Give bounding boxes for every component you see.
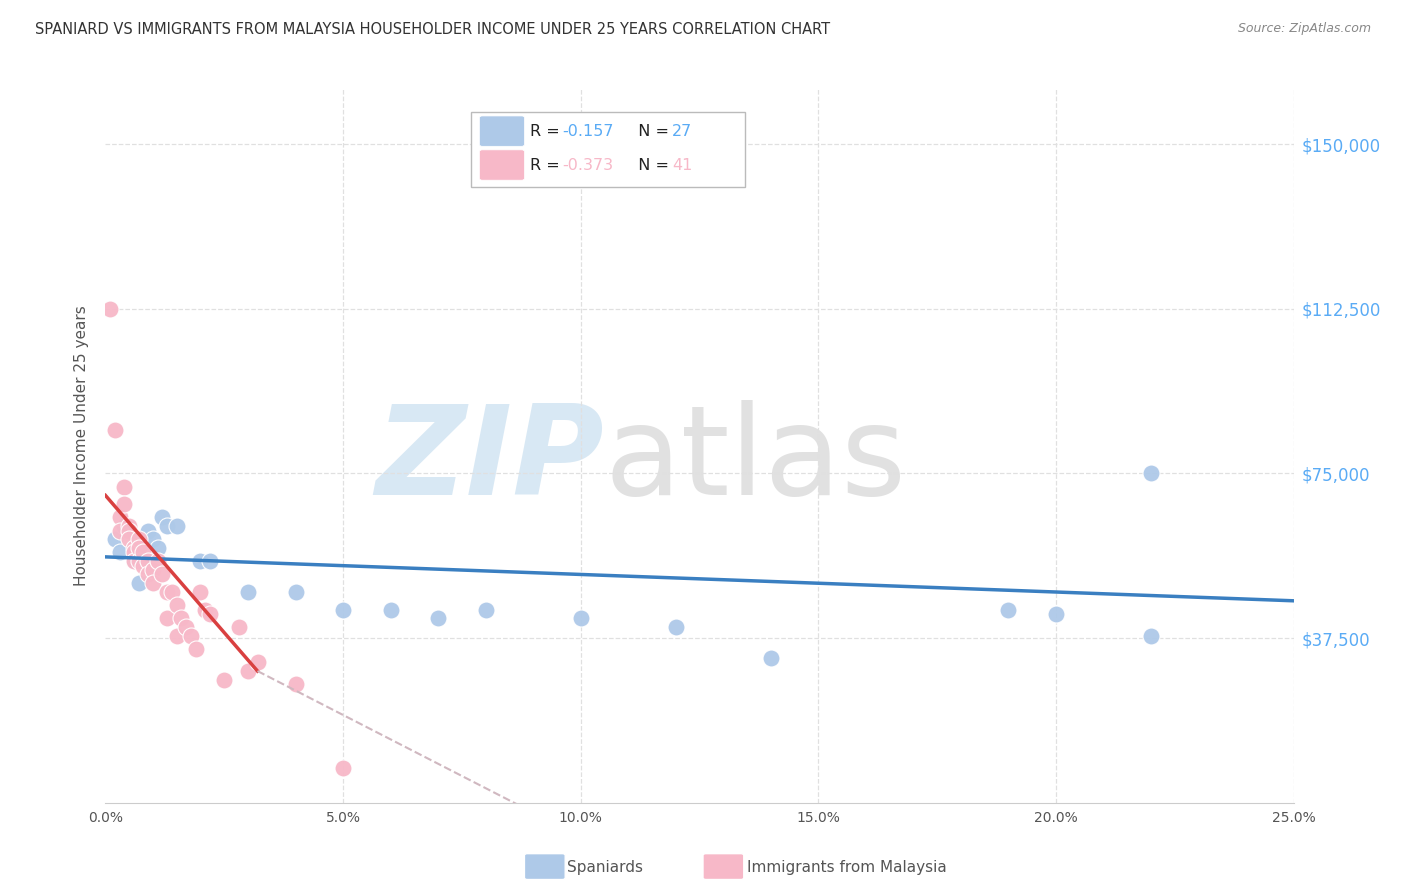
Text: atlas: atlas [605,400,907,521]
Point [246,655,269,669]
Point [190,585,212,599]
Point [152,567,174,582]
Point [198,607,221,621]
Point [184,642,207,657]
Point [108,524,131,538]
Text: -0.373: -0.373 [562,158,613,172]
Point [132,558,155,573]
Point [118,519,141,533]
Text: R =: R = [530,158,565,172]
Point [427,611,450,625]
Point [1045,607,1067,621]
Point [170,611,193,625]
Point [122,541,145,555]
Point [180,629,202,643]
Point [132,554,155,568]
Point [146,554,169,568]
Text: Spaniards: Spaniards [567,860,643,874]
Y-axis label: Householder Income Under 25 years: Householder Income Under 25 years [75,306,90,586]
Point [98,301,121,316]
Point [142,533,165,547]
Point [174,620,197,634]
Point [194,602,217,616]
Point [122,554,145,568]
Point [152,510,174,524]
Point [104,533,127,547]
Point [166,598,188,612]
Point [128,554,150,568]
Text: N =: N = [628,158,675,172]
Point [236,585,259,599]
Point [214,673,236,687]
Point [114,519,136,533]
Text: Source: ZipAtlas.com: Source: ZipAtlas.com [1237,22,1371,36]
Point [114,497,136,511]
Point [114,480,136,494]
Point [128,533,150,547]
Point [569,611,592,625]
Point [146,541,169,555]
Point [166,519,188,533]
Point [1140,629,1163,643]
Point [108,545,131,559]
Point [284,585,307,599]
Point [759,651,782,665]
Point [136,554,159,568]
Point [665,620,688,634]
Point [136,567,159,582]
Text: R =: R = [530,124,565,138]
Text: ZIP: ZIP [375,400,605,521]
Text: SPANIARD VS IMMIGRANTS FROM MALAYSIA HOUSEHOLDER INCOME UNDER 25 YEARS CORRELATI: SPANIARD VS IMMIGRANTS FROM MALAYSIA HOU… [35,22,831,37]
Text: N =: N = [628,124,675,138]
Point [160,585,183,599]
Point [166,629,188,643]
Point [236,664,259,678]
Point [142,563,165,577]
Point [128,541,150,555]
Point [118,533,141,547]
Text: Immigrants from Malaysia: Immigrants from Malaysia [747,860,946,874]
Point [156,585,179,599]
Point [142,576,165,591]
Point [474,602,496,616]
Point [198,554,221,568]
Point [156,519,179,533]
Point [380,602,402,616]
Text: 27: 27 [672,124,692,138]
Point [104,423,127,437]
Point [108,510,131,524]
Point [122,554,145,568]
Point [136,524,159,538]
Point [332,602,354,616]
Point [332,761,354,775]
Point [118,524,141,538]
Point [997,602,1019,616]
Point [284,677,307,691]
Point [228,620,250,634]
Point [132,545,155,559]
Point [128,576,150,591]
Point [156,611,179,625]
Point [190,554,212,568]
Point [1140,467,1163,481]
Point [122,545,145,559]
Text: -0.157: -0.157 [562,124,614,138]
Text: 41: 41 [672,158,692,172]
